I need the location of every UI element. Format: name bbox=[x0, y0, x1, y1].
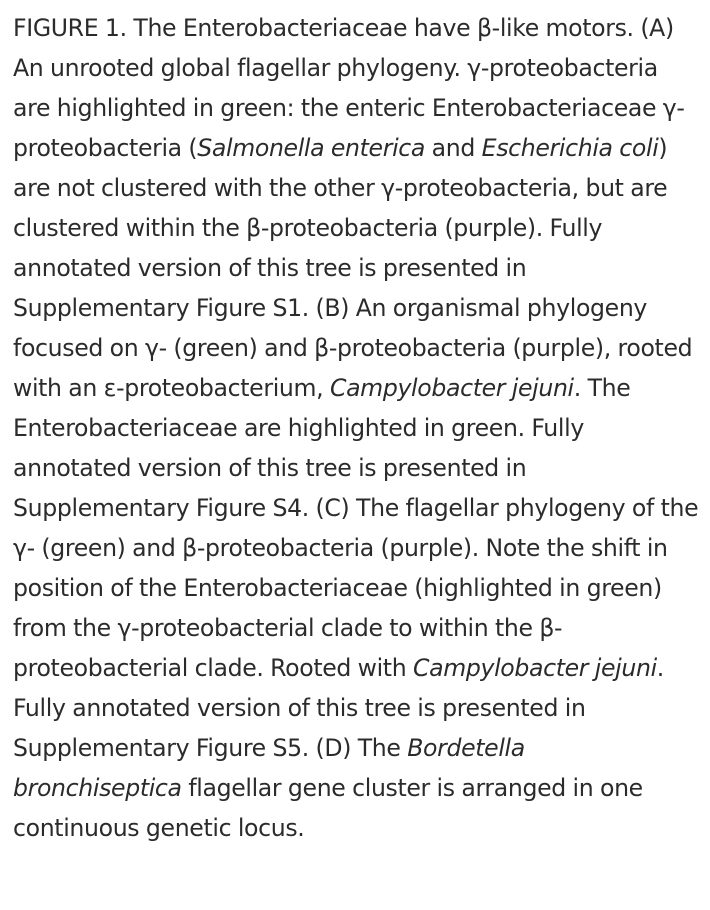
caption-text: . Fully annotated version of this tree i… bbox=[13, 654, 664, 762]
species-name: Campylobacter jejuni bbox=[412, 654, 657, 682]
species-name: Bordetella bronchiseptica bbox=[13, 734, 525, 802]
figure-caption: FIGURE 1. The Enterobacteriaceae have β-… bbox=[13, 14, 699, 842]
caption-text: flagellar gene cluster is arranged in on… bbox=[13, 774, 643, 842]
caption-text: . The Enterobacteriaceae are highlighted… bbox=[13, 374, 699, 682]
species-name: Escherichia coli bbox=[481, 134, 659, 162]
caption-text: ) are not clustered with the other γ-pro… bbox=[13, 134, 693, 402]
species-name: Salmonella enterica bbox=[197, 134, 426, 162]
caption-text: FIGURE 1. The Enterobacteriaceae have β-… bbox=[13, 14, 685, 162]
caption-text: and bbox=[425, 134, 482, 162]
species-name: Campylobacter jejuni bbox=[329, 374, 574, 402]
